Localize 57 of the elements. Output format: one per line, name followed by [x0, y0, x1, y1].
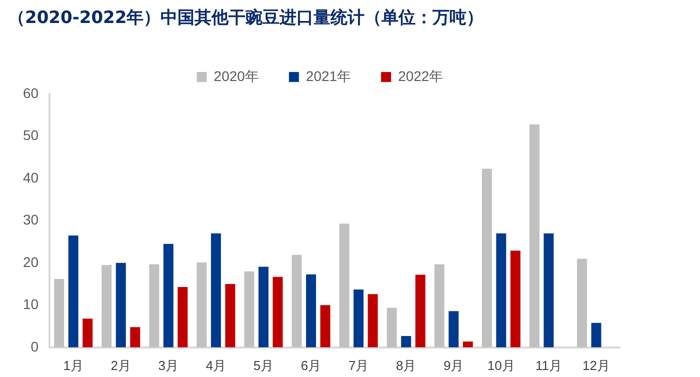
bar [529, 124, 540, 348]
bar [116, 262, 126, 348]
bar [576, 258, 587, 348]
bar [401, 336, 412, 348]
bar [462, 341, 473, 348]
legend-label: 2022年 [398, 68, 444, 84]
bar [306, 274, 316, 348]
legend-label: 2021年 [306, 68, 352, 84]
y-tick-label: 10 [22, 296, 39, 312]
bar [244, 271, 254, 348]
x-tick-label: 4月 [206, 358, 226, 373]
bar [102, 265, 112, 348]
bar [434, 264, 444, 348]
y-tick-label: 60 [22, 84, 39, 101]
bar [386, 308, 397, 348]
bar [178, 287, 188, 348]
bar [368, 294, 378, 348]
bar [544, 233, 554, 348]
x-tick-label: 7月 [348, 358, 369, 373]
x-tick-label: 9月 [444, 358, 464, 373]
bar [415, 274, 426, 348]
bar [163, 244, 174, 348]
bar [130, 327, 140, 348]
x-tick-label: 11月 [535, 358, 562, 373]
bar [258, 266, 268, 348]
bar [354, 290, 364, 348]
bar [225, 284, 236, 348]
x-tick-label: 3月 [158, 358, 179, 373]
legend-label: 2020年 [214, 68, 259, 84]
y-tick-label: 40 [22, 169, 39, 186]
bar [448, 311, 459, 348]
y-tick-label: 30 [22, 212, 39, 228]
bar [149, 264, 160, 348]
x-tick-label: 1月 [63, 358, 84, 373]
bar [54, 278, 64, 348]
y-tick-label: 50 [22, 127, 39, 144]
bar [68, 235, 78, 348]
x-tick-label: 12月 [582, 358, 610, 373]
bar [591, 322, 602, 348]
y-tick-label: 20 [22, 254, 39, 270]
x-tick-label: 2月 [110, 358, 131, 373]
y-tick-label: 0 [30, 338, 39, 354]
bar [292, 254, 302, 348]
bar [272, 276, 283, 348]
x-tick-label: 5月 [253, 358, 274, 373]
x-tick-label: 10月 [487, 358, 515, 373]
bar [496, 233, 506, 348]
x-tick-label: 8月 [396, 358, 416, 373]
bar [339, 224, 350, 348]
bar [82, 318, 93, 348]
chart-title: （2020-2022年）中国其他干豌豆进口量统计（单位：万吨） [8, 7, 484, 29]
bar [196, 262, 207, 348]
bar [210, 233, 221, 348]
bar [320, 305, 330, 348]
bar [510, 250, 520, 348]
bar [482, 168, 492, 348]
x-tick-label: 6月 [300, 358, 322, 373]
